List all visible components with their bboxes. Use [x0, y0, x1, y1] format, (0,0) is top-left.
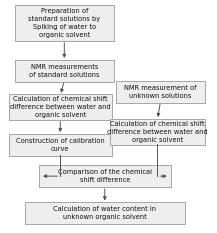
FancyBboxPatch shape: [116, 81, 205, 103]
Text: NMR measurement of
unknown solutions: NMR measurement of unknown solutions: [124, 85, 197, 99]
Text: Calculation of water content in
unknown organic solvent: Calculation of water content in unknown …: [53, 206, 156, 220]
Text: NMR measurements
of standard solutions: NMR measurements of standard solutions: [29, 64, 100, 78]
Text: Calculation of chemical shift
difference between water and
organic solvent: Calculation of chemical shift difference…: [10, 96, 111, 118]
FancyBboxPatch shape: [25, 202, 185, 224]
Text: Preparation of
standard solutions by
Spiking of water to
organic solvent: Preparation of standard solutions by Spi…: [28, 8, 100, 38]
FancyBboxPatch shape: [15, 60, 114, 82]
Text: Construction of calibration
curve: Construction of calibration curve: [16, 138, 105, 152]
Text: Calculation of chemical shift
difference between water and
organic solvent: Calculation of chemical shift difference…: [107, 121, 208, 143]
FancyBboxPatch shape: [9, 95, 112, 120]
FancyBboxPatch shape: [39, 165, 171, 187]
Text: Comparison of the chemical
shift difference: Comparison of the chemical shift differe…: [58, 169, 152, 183]
FancyBboxPatch shape: [15, 5, 114, 41]
FancyBboxPatch shape: [110, 119, 205, 145]
FancyBboxPatch shape: [9, 134, 112, 156]
